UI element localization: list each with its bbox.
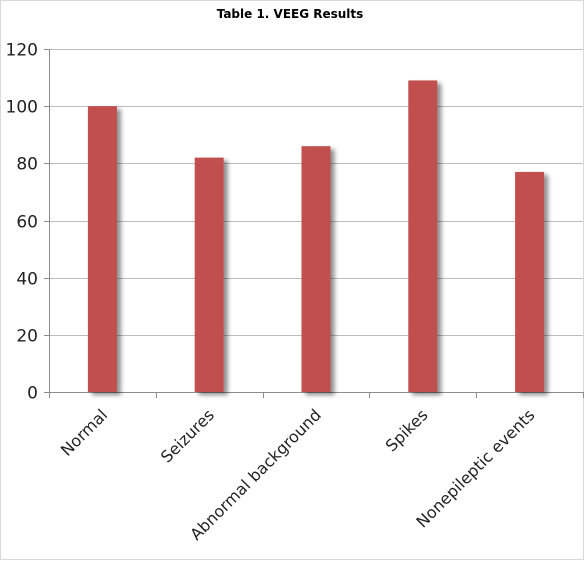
x-tick-label: Normal (57, 405, 111, 459)
y-tick-label: 100 (6, 98, 38, 118)
x-tick-label: Seizures (157, 405, 218, 466)
y-tick-label: 20 (16, 327, 38, 347)
bars (87, 80, 545, 393)
bar-spikes (408, 80, 438, 393)
y-tick-label: 40 (16, 270, 38, 290)
x-tick-label: Spikes (382, 405, 432, 455)
bar-nonepileptic-events (515, 171, 545, 392)
bar-normal (87, 106, 117, 393)
x-tick-label: Nonepileptic events (412, 405, 538, 531)
axes (44, 49, 584, 398)
chart-title: Table 1. VEEG Results (217, 7, 364, 21)
y-tick-label: 60 (16, 213, 38, 233)
y-tick-label: 80 (16, 155, 38, 175)
y-tick-label: 0 (27, 384, 38, 404)
y-tick-label: 120 (6, 41, 38, 61)
bar-abnormal-background (301, 146, 331, 392)
bar-seizures (194, 157, 224, 392)
y-axis-tick-labels: 0 20 40 60 80 100 120 (6, 41, 38, 404)
